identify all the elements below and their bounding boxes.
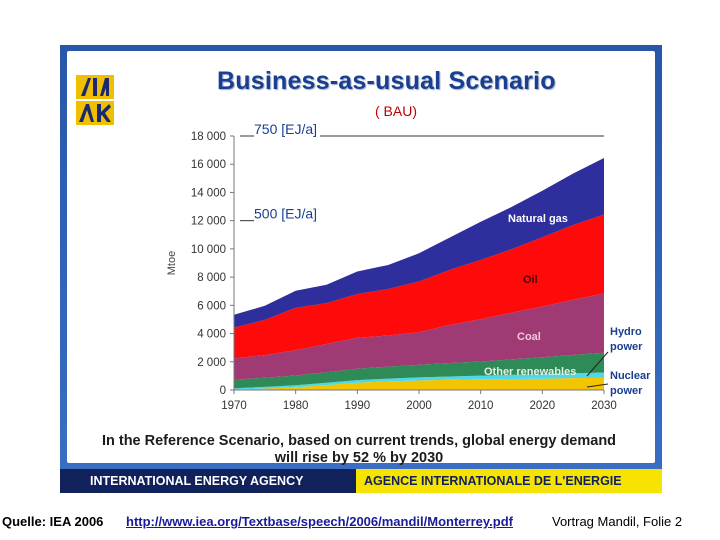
arrow-hydro bbox=[586, 351, 609, 377]
arrow-nuclear bbox=[586, 383, 609, 388]
label-oil: Oil bbox=[523, 274, 538, 286]
y-tick-label: 16 000 bbox=[191, 159, 226, 171]
area-nuclear-power bbox=[234, 377, 604, 390]
y-axis-label: Mtoe bbox=[166, 251, 178, 275]
y-tick-label: 6 000 bbox=[197, 300, 226, 312]
chart-axes: 0 2 000 4 000 6 000 8 000 10 000 12 000 14 000 1… bbox=[166, 131, 617, 412]
slide-panel: Business-as-usual Scenario ( BAU) 0 2 000… bbox=[67, 51, 655, 466]
label-natural-gas: Natural gas bbox=[508, 213, 568, 225]
energy-demand-chart: 0 2 000 4 000 6 000 8 000 10 000 12 000 14 000 1… bbox=[166, 121, 651, 412]
area-other-renewables bbox=[234, 352, 604, 389]
area-hydro-power bbox=[234, 372, 604, 390]
y-tick-label: 0 bbox=[220, 385, 226, 397]
caption-line-1: In the Reference Scenario, based on curr… bbox=[101, 433, 617, 449]
area-natural-gas bbox=[234, 158, 604, 328]
slide-reference: Vortrag Mandil, Folie 2 bbox=[552, 514, 683, 529]
x-tick-label: 2010 bbox=[468, 400, 494, 412]
x-tick-label: 1990 bbox=[345, 400, 371, 412]
x-tick-label: 2030 bbox=[591, 400, 617, 412]
slide-footer: INTERNATIONAL ENERGY AGENCY AGENCE INTER… bbox=[60, 469, 662, 493]
y-tick-label: 12 000 bbox=[191, 216, 226, 228]
slide-title: Business-as-usual Scenario bbox=[217, 67, 556, 95]
x-tick-label: 2020 bbox=[530, 400, 556, 412]
label-other-renewables: Other renewables bbox=[484, 366, 576, 378]
chart-labels: 750 [EJ/a] 500 [EJ/a] Natural gas Oil Coal Ot… bbox=[240, 121, 651, 397]
source-label: Quelle: IEA 2006 bbox=[2, 514, 104, 529]
x-tick-label: 1970 bbox=[221, 400, 247, 412]
x-tick-label: 1980 bbox=[283, 400, 309, 412]
source-link[interactable]: http://www.iea.org/Textbase/speech/2006/… bbox=[126, 514, 513, 529]
label-nuclear-power-line2: power bbox=[610, 385, 643, 397]
chart-caption: In the Reference Scenario, based on curr… bbox=[79, 433, 639, 467]
y-tick-label: 18 000 bbox=[191, 131, 226, 143]
area-oil bbox=[234, 214, 604, 359]
footer-agency-fr: AGENCE INTERNATIONALE DE L'ENERGIE bbox=[356, 469, 662, 493]
annotation-500: 500 [EJ/a] bbox=[254, 206, 317, 222]
chart-areas bbox=[234, 158, 604, 390]
x-tick-label: 2000 bbox=[406, 400, 432, 412]
caption-line-2: will rise by 52 % by 2030 bbox=[274, 450, 444, 466]
y-tick-label: 4 000 bbox=[197, 329, 226, 341]
y-tick-label: 14 000 bbox=[191, 187, 226, 199]
area-coal bbox=[234, 293, 604, 380]
slide-subtitle: ( BAU) bbox=[375, 103, 417, 119]
label-coal: Coal bbox=[517, 331, 541, 343]
iea-logo bbox=[75, 74, 115, 126]
slide-frame: Business-as-usual Scenario ( BAU) 0 2 000… bbox=[60, 45, 662, 493]
y-tick-label: 8 000 bbox=[197, 272, 226, 284]
y-tick-label: 2 000 bbox=[197, 357, 226, 369]
annotation-750: 750 [EJ/a] bbox=[254, 121, 317, 137]
label-hydro-power-line2: power bbox=[610, 341, 643, 353]
label-hydro-power: Hydro bbox=[610, 326, 642, 338]
label-nuclear-power: Nuclear bbox=[610, 370, 651, 382]
y-tick-label: 10 000 bbox=[191, 244, 226, 256]
footer-agency-en: INTERNATIONAL ENERGY AGENCY bbox=[60, 469, 356, 493]
